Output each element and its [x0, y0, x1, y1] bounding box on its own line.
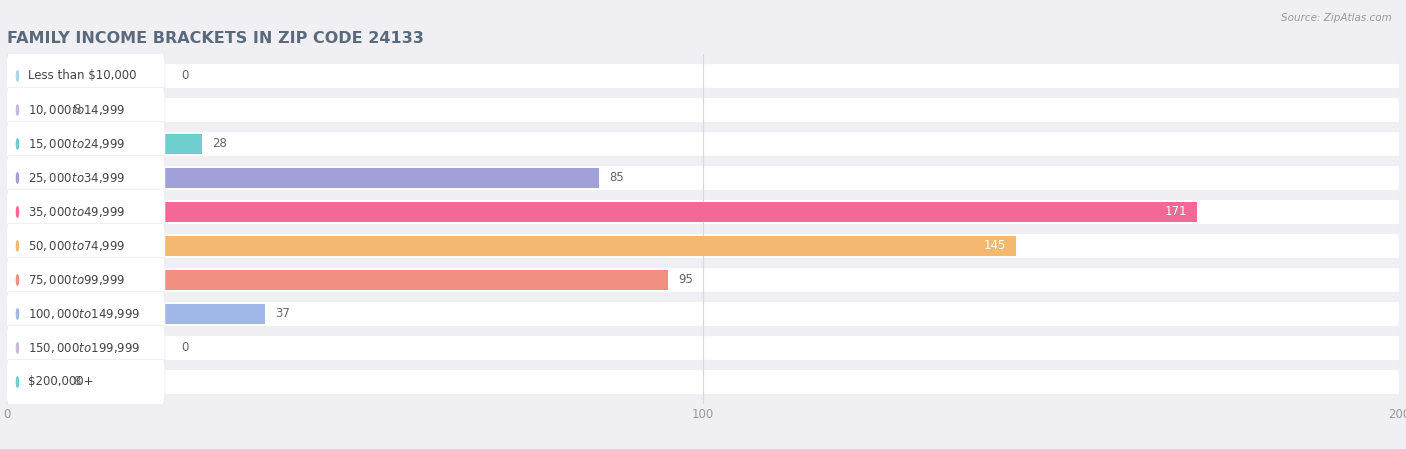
- Circle shape: [17, 207, 18, 217]
- Text: $150,000 to $199,999: $150,000 to $199,999: [28, 341, 141, 355]
- FancyBboxPatch shape: [7, 155, 165, 201]
- FancyBboxPatch shape: [0, 268, 1406, 292]
- Text: $25,000 to $34,999: $25,000 to $34,999: [28, 171, 125, 185]
- Circle shape: [17, 377, 18, 387]
- Text: 0: 0: [181, 70, 188, 83]
- Bar: [7, 202, 1197, 222]
- FancyBboxPatch shape: [7, 359, 165, 405]
- FancyBboxPatch shape: [0, 234, 1406, 258]
- Bar: [7, 100, 63, 120]
- Circle shape: [17, 343, 18, 353]
- Text: $75,000 to $99,999: $75,000 to $99,999: [28, 273, 125, 287]
- FancyBboxPatch shape: [0, 370, 1406, 394]
- Circle shape: [17, 275, 18, 285]
- FancyBboxPatch shape: [0, 166, 1406, 190]
- Bar: [7, 338, 17, 358]
- Bar: [7, 304, 264, 324]
- Circle shape: [17, 309, 18, 319]
- Bar: [7, 236, 1017, 256]
- Text: $15,000 to $24,999: $15,000 to $24,999: [28, 137, 125, 151]
- Bar: [7, 168, 599, 188]
- Text: 145: 145: [983, 239, 1005, 252]
- Text: Less than $10,000: Less than $10,000: [28, 70, 136, 83]
- Text: $10,000 to $14,999: $10,000 to $14,999: [28, 103, 125, 117]
- FancyBboxPatch shape: [7, 257, 165, 303]
- Text: 85: 85: [609, 172, 624, 185]
- Text: 28: 28: [212, 137, 228, 150]
- FancyBboxPatch shape: [0, 98, 1406, 122]
- Circle shape: [17, 139, 18, 149]
- Text: 8: 8: [73, 103, 80, 116]
- Text: $35,000 to $49,999: $35,000 to $49,999: [28, 205, 125, 219]
- Bar: [7, 134, 202, 154]
- Text: $100,000 to $149,999: $100,000 to $149,999: [28, 307, 141, 321]
- FancyBboxPatch shape: [0, 132, 1406, 156]
- FancyBboxPatch shape: [7, 189, 165, 235]
- Text: 8: 8: [73, 375, 80, 388]
- FancyBboxPatch shape: [0, 64, 1406, 88]
- FancyBboxPatch shape: [0, 336, 1406, 360]
- FancyBboxPatch shape: [7, 121, 165, 167]
- Bar: [7, 66, 17, 86]
- Circle shape: [17, 173, 18, 183]
- Bar: [7, 372, 63, 392]
- Text: 171: 171: [1164, 206, 1187, 219]
- Bar: [7, 270, 668, 290]
- Circle shape: [17, 71, 18, 81]
- Text: 0: 0: [181, 342, 188, 355]
- Circle shape: [17, 105, 18, 115]
- FancyBboxPatch shape: [7, 53, 165, 99]
- Text: $200,000+: $200,000+: [28, 375, 93, 388]
- Circle shape: [17, 241, 18, 251]
- FancyBboxPatch shape: [7, 325, 165, 371]
- Text: $50,000 to $74,999: $50,000 to $74,999: [28, 239, 125, 253]
- FancyBboxPatch shape: [0, 302, 1406, 326]
- FancyBboxPatch shape: [7, 291, 165, 337]
- FancyBboxPatch shape: [0, 200, 1406, 224]
- Text: 37: 37: [276, 308, 290, 321]
- Text: Source: ZipAtlas.com: Source: ZipAtlas.com: [1281, 13, 1392, 23]
- FancyBboxPatch shape: [7, 223, 165, 269]
- FancyBboxPatch shape: [7, 87, 165, 133]
- Text: 95: 95: [679, 273, 693, 286]
- Text: FAMILY INCOME BRACKETS IN ZIP CODE 24133: FAMILY INCOME BRACKETS IN ZIP CODE 24133: [7, 31, 423, 46]
